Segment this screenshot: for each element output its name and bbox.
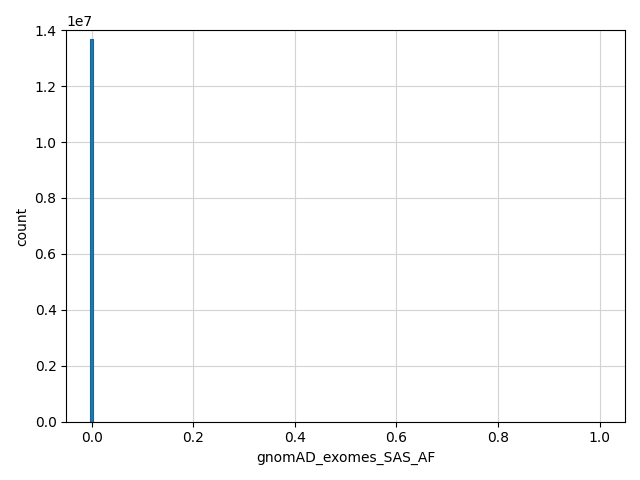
Bar — [90, 38, 93, 422]
Y-axis label: count: count — [15, 206, 29, 245]
X-axis label: gnomAD_exomes_SAS_AF: gnomAD_exomes_SAS_AF — [256, 451, 435, 465]
